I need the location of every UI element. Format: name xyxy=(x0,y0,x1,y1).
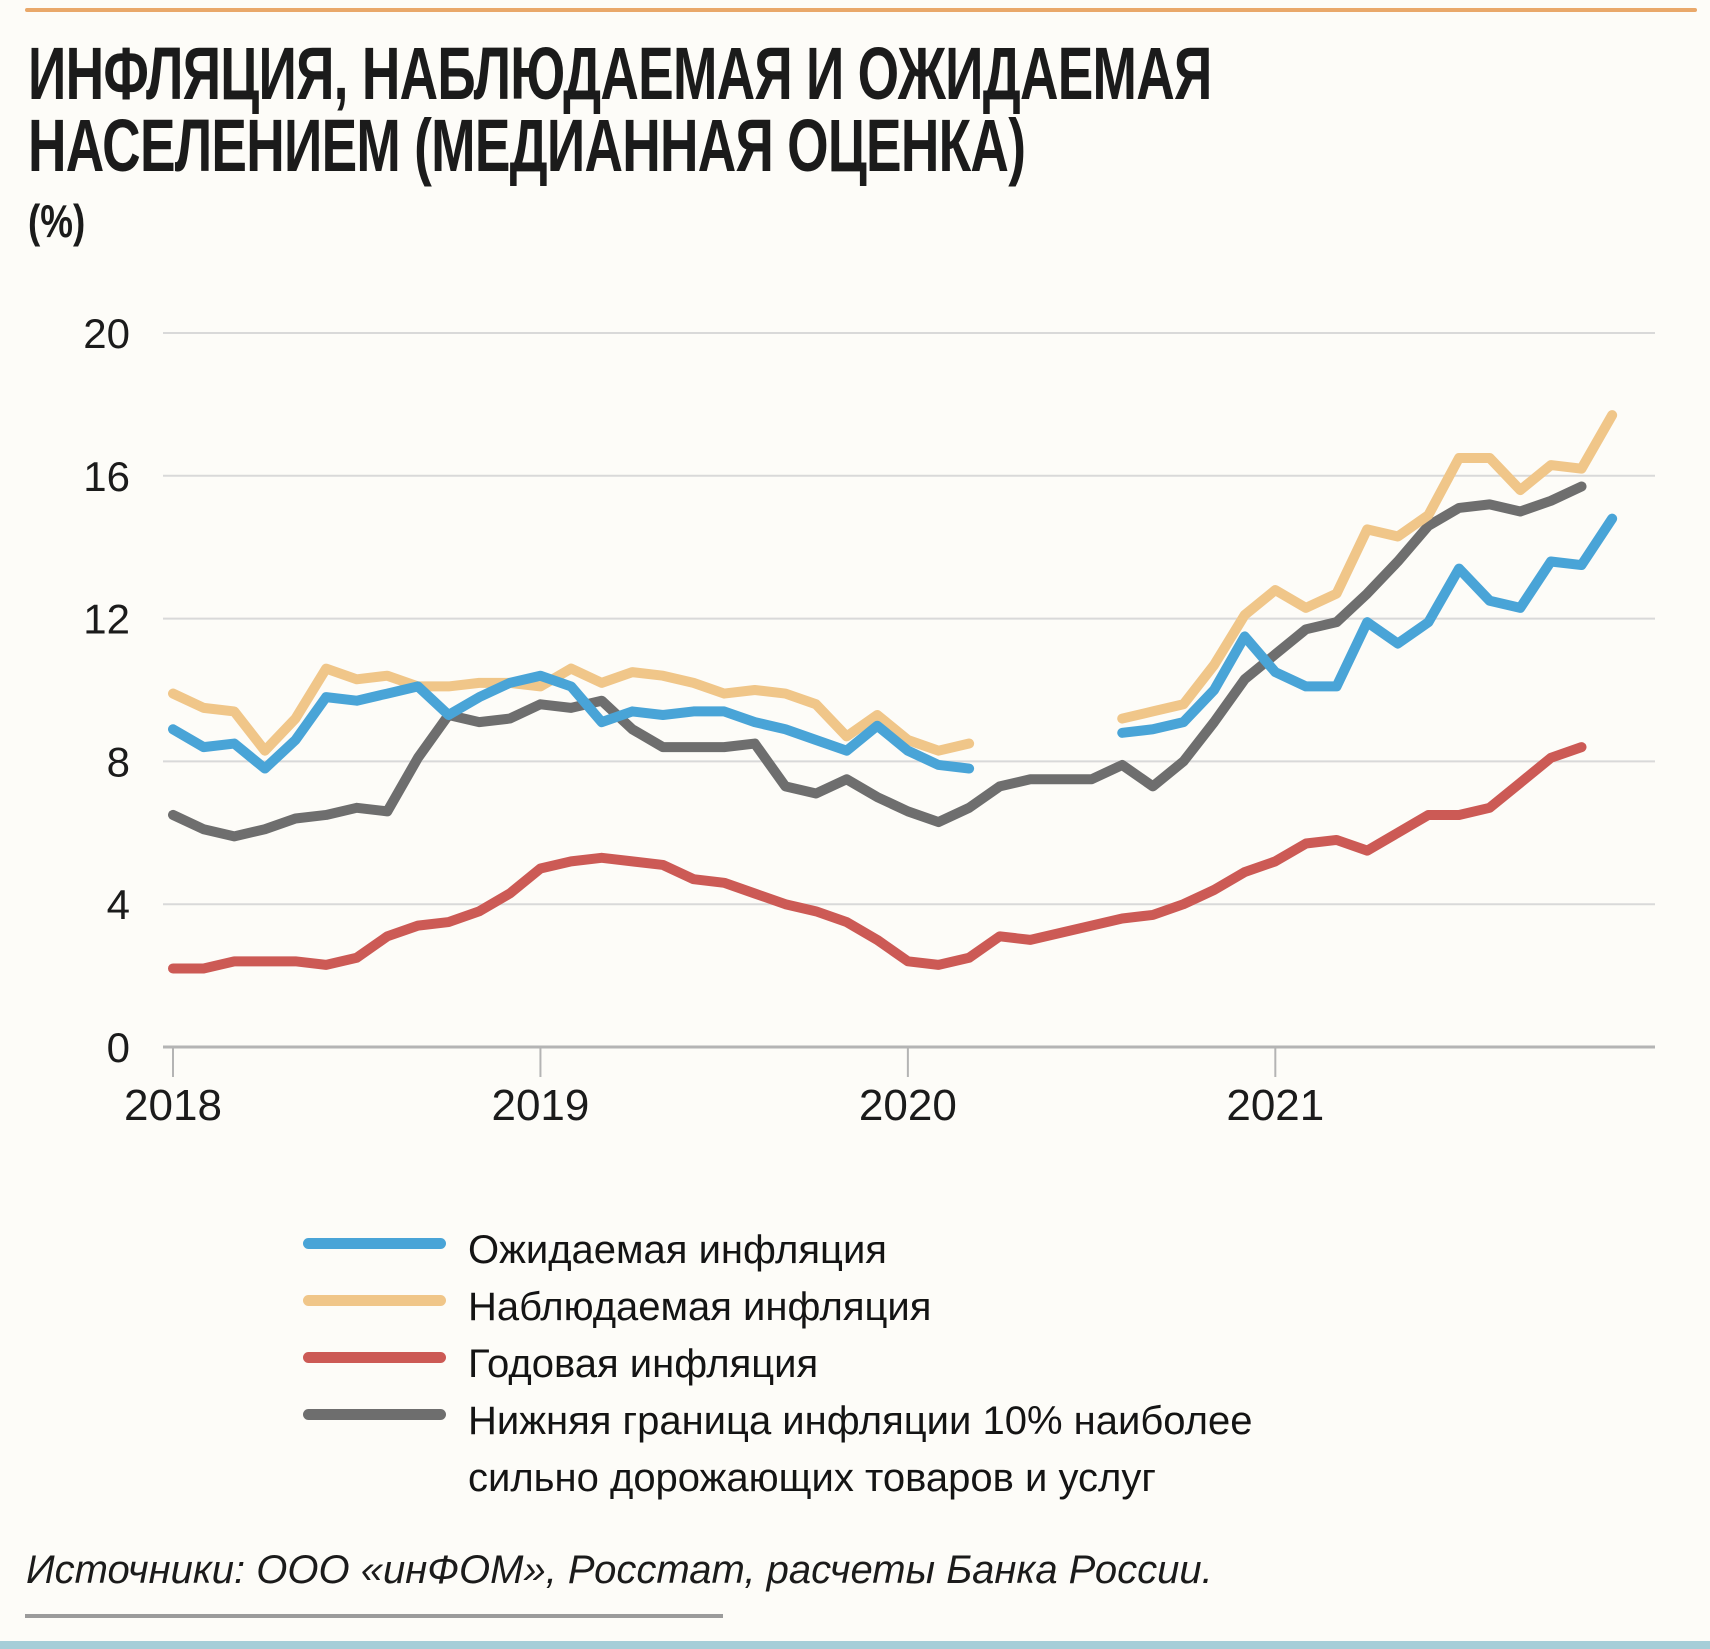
legend-item-1: Наблюдаемая инфляция xyxy=(303,1279,1368,1336)
series-segment xyxy=(168,481,1587,842)
legend-item-0: Ожидаемая инфляция xyxy=(303,1222,1368,1279)
series-segment xyxy=(168,742,1587,974)
legend-label: Ожидаемая инфляция xyxy=(468,1228,887,1272)
source-note: Источники: ООО «инФОМ», Росстат, расчеты… xyxy=(26,1548,1213,1592)
unit-label: (%) xyxy=(28,195,86,247)
legend-swatch-icon xyxy=(303,1409,446,1420)
x-tick-label: 2018 xyxy=(124,1081,222,1130)
page-title-line2: НАСЕЛЕНИЕМ (МЕДИАННАЯ ОЦЕНКА) xyxy=(28,104,1026,187)
series-line-Годовая инфляция xyxy=(168,742,1587,974)
legend-swatch-icon xyxy=(303,1295,446,1306)
y-axis-labels: 0 4 8 12 16 20 xyxy=(83,310,130,1071)
series-segment xyxy=(168,663,975,756)
y-tick-label: 8 xyxy=(107,738,130,785)
legend-label: Наблюдаемая инфляция xyxy=(468,1285,932,1329)
legend-label: Годовая инфляция xyxy=(468,1342,819,1386)
series-line-Ожидаемая инфляция xyxy=(168,513,1618,774)
x-axis-labels: 2018 2019 2020 2021 xyxy=(124,1081,1324,1130)
legend-item-3: Нижняя граница инфляции 10% наиболее сил… xyxy=(303,1393,1368,1507)
gridlines xyxy=(163,332,1655,1077)
series-segment xyxy=(168,670,975,774)
legend-item-2: Годовая инфляция xyxy=(303,1336,1368,1393)
legend-swatch-icon xyxy=(303,1238,446,1249)
series-segment xyxy=(1117,513,1618,738)
top-accent-rule xyxy=(25,8,1697,12)
y-tick-label: 20 xyxy=(83,310,130,357)
series-line-Нижняя граница инфляции 10% наиболее сильно дорожающих товаров и услуг xyxy=(168,481,1587,842)
legend-label: Нижняя граница инфляции 10% наиболее сил… xyxy=(468,1399,1253,1500)
page-title: ИНФЛЯЦИЯ, НАБЛЮДАЕМАЯ И ОЖИДАЕМАЯ НАСЕЛЕН… xyxy=(28,37,1212,183)
x-tick-label: 2020 xyxy=(859,1081,957,1130)
series-line-Наблюдаемая инфляция xyxy=(168,410,1618,756)
y-tick-label: 4 xyxy=(107,881,130,928)
legend-swatch-icon xyxy=(303,1352,446,1363)
y-tick-label: 0 xyxy=(107,1024,130,1071)
x-tick-label: 2021 xyxy=(1226,1081,1324,1130)
y-tick-label: 16 xyxy=(83,453,130,500)
y-tick-label: 12 xyxy=(83,596,130,643)
x-tick-label: 2019 xyxy=(491,1081,589,1130)
series-segment xyxy=(1117,410,1618,724)
bottom-teal-bar xyxy=(0,1641,1710,1649)
page-title-line1: ИНФЛЯЦИЯ, НАБЛЮДАЕМАЯ И ОЖИДАЕМАЯ xyxy=(28,32,1212,115)
legend: Ожидаемая инфляция Наблюдаемая инфляция Го… xyxy=(303,1222,1368,1507)
source-underline xyxy=(25,1614,723,1618)
